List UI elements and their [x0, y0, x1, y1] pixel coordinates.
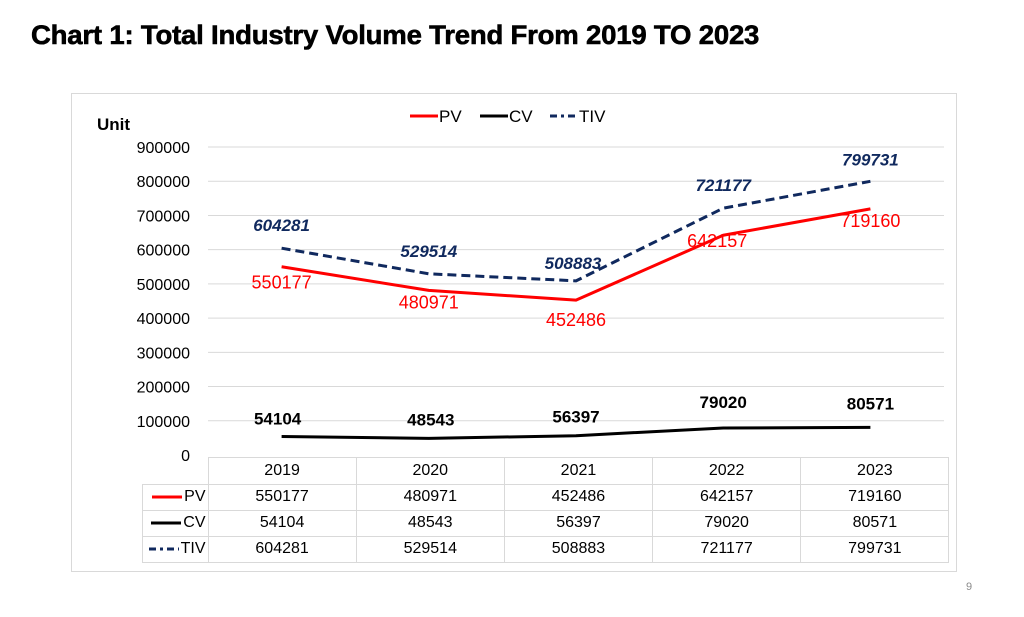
table-header-cell: 2019	[207, 457, 357, 485]
table-row-legend: TIV	[142, 535, 209, 563]
tiv-swatch-icon	[148, 547, 179, 551]
y-tick-label: 0	[181, 448, 190, 465]
table-cell: 604281	[207, 535, 357, 563]
tiv-data-label: 508883	[545, 254, 602, 273]
table-cell: 80571	[800, 509, 950, 537]
gridlines	[208, 146, 944, 422]
table-row: TIV 604281 529514 508883 721177 799731	[142, 535, 950, 563]
y-axis-ticks: 0 100000 200000 300000 400000 500000 600000 700…	[137, 140, 190, 465]
data-table: 2019 2020 2021 2022 2023 PV 550177 480971 45248…	[142, 457, 950, 563]
cv-data-label: 54104	[254, 409, 302, 428]
table-row-legend: PV	[142, 483, 209, 511]
y-axis-label: Unit	[97, 115, 130, 134]
legend-item-pv: PV	[410, 107, 462, 126]
pv-swatch-icon	[152, 495, 183, 499]
y-tick-label: 400000	[137, 311, 190, 328]
table-row-label: TIV	[180, 540, 206, 557]
tiv-data-label: 604281	[253, 216, 310, 235]
cv-data-label: 79020	[700, 393, 747, 412]
pv-data-label: 642157	[687, 231, 747, 251]
cv-data-label: 80571	[847, 394, 894, 413]
legend-item-tiv: TIV	[550, 107, 606, 126]
table-cell: 550177	[207, 483, 357, 511]
legend: PV CV TIV	[410, 107, 606, 126]
pv-data-label: 719160	[840, 211, 900, 231]
y-tick-label: 600000	[137, 243, 190, 260]
data-table-header: 2019 2020 2021 2022 2023	[143, 457, 950, 485]
cv-data-label: 48543	[407, 410, 454, 429]
table-cell: 721177	[652, 535, 802, 563]
cv-line	[281, 425, 871, 440]
table-corner	[143, 458, 209, 485]
y-tick-label: 800000	[137, 174, 190, 191]
legend-item-cv: CV	[480, 107, 533, 126]
y-tick-label: 200000	[137, 380, 190, 397]
y-tick-label: 300000	[137, 345, 190, 362]
table-row-label: CV	[183, 514, 206, 531]
table-cell: 799731	[800, 535, 950, 563]
cv-swatch-icon	[151, 521, 182, 525]
table-row-label: PV	[184, 488, 206, 505]
chart-frame	[71, 93, 957, 572]
legend-label: PV	[439, 107, 462, 126]
y-tick-label: 500000	[137, 277, 190, 294]
series-lines	[281, 179, 871, 440]
table-header-cell: 2020	[355, 457, 505, 485]
table-row: CV 54104 48543 56397 79020 80571	[142, 509, 950, 537]
cv-data-label: 56397	[552, 408, 599, 427]
table-cell: 452486	[503, 483, 654, 511]
y-tick-label: 900000	[137, 140, 190, 157]
page-title: Chart 1: Total Industry Volume Trend Fro…	[31, 20, 760, 51]
pv-data-label: 480971	[399, 292, 459, 312]
table-header-cell: 2023	[800, 457, 950, 485]
table-cell: 48543	[355, 509, 505, 537]
table-row-legend: CV	[142, 509, 209, 537]
table-header-cell: 2022	[652, 457, 802, 485]
data-labels: 550177 480971 452486 642157 719160 54104 48543…	[252, 150, 901, 429]
pv-data-label: 550177	[252, 273, 312, 293]
table-cell: 79020	[652, 509, 802, 537]
table-cell: 56397	[503, 509, 654, 537]
table-cell: 480971	[355, 483, 505, 511]
table-header-cell: 2021	[503, 457, 654, 485]
page-number: 9	[966, 581, 973, 593]
table-cell: 642157	[652, 483, 802, 511]
table-cell: 719160	[800, 483, 950, 511]
table-cell: 529514	[355, 535, 505, 563]
pv-data-label: 452486	[546, 310, 606, 330]
tiv-data-label: 721177	[695, 176, 752, 195]
legend-label: TIV	[579, 107, 606, 126]
y-tick-label: 700000	[137, 208, 190, 225]
table-cell: 508883	[503, 535, 654, 563]
legend-label: CV	[509, 107, 533, 126]
table-cell: 54104	[207, 509, 357, 537]
tiv-data-label: 799731	[842, 150, 899, 169]
table-row: PV 550177 480971 452486 642157 719160	[142, 483, 950, 511]
y-tick-label: 100000	[137, 414, 190, 431]
tiv-data-label: 529514	[400, 242, 457, 261]
